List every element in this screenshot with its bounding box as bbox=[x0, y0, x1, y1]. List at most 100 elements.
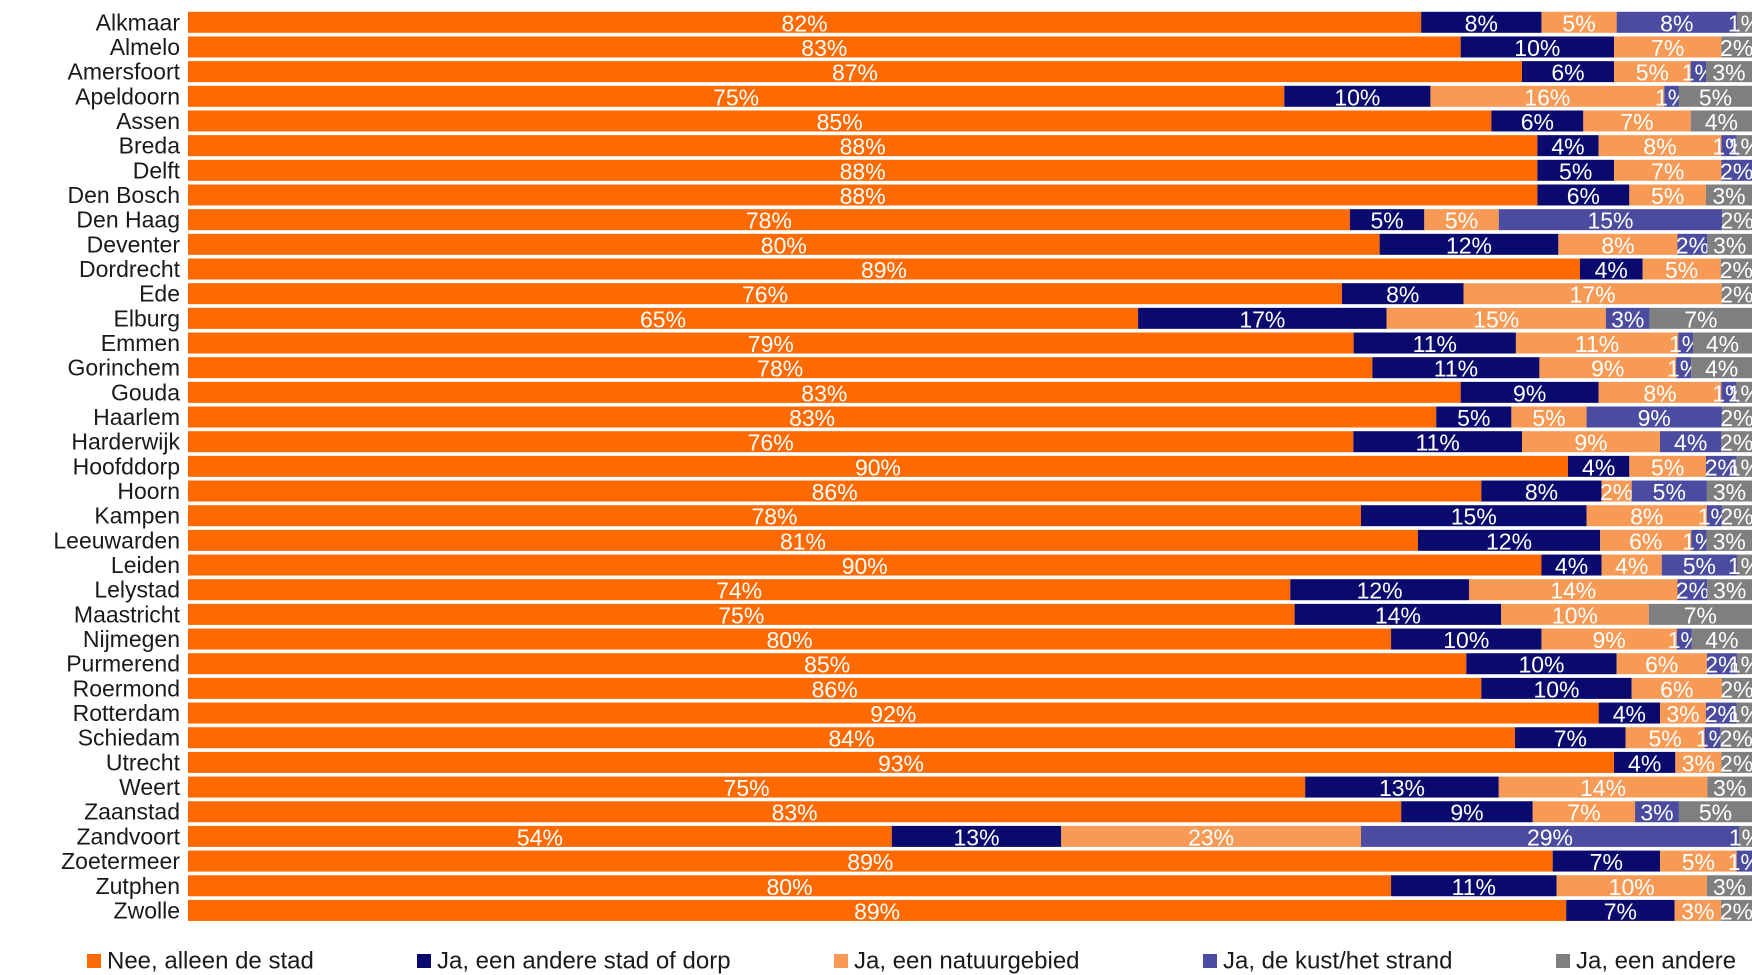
bar-segment bbox=[1616, 653, 1707, 675]
bar-segment bbox=[1736, 455, 1752, 477]
data-label: 8% bbox=[1660, 10, 1693, 36]
category-label: Delft bbox=[133, 157, 181, 183]
category-label: Almelo bbox=[110, 34, 180, 60]
bar-segment bbox=[1284, 85, 1431, 107]
bar-segment bbox=[1463, 283, 1722, 305]
data-label: 10% bbox=[1334, 84, 1380, 110]
bar-segment bbox=[1379, 233, 1559, 255]
bar-segment bbox=[1515, 332, 1679, 354]
bar-segment bbox=[1706, 529, 1752, 551]
bar-segment bbox=[1721, 36, 1752, 58]
bar-segment bbox=[188, 776, 1306, 798]
data-label: 86% bbox=[812, 676, 858, 702]
data-label: 3% bbox=[1681, 898, 1714, 924]
bar-segment bbox=[1690, 110, 1752, 132]
bar-segment bbox=[1515, 727, 1626, 749]
bar-segment bbox=[1660, 850, 1737, 872]
data-label: 6% bbox=[1521, 109, 1554, 135]
data-label: 14% bbox=[1550, 578, 1596, 604]
data-label: 5% bbox=[1636, 60, 1669, 86]
bar-segment bbox=[1498, 209, 1723, 231]
category-label: Leiden bbox=[111, 552, 180, 578]
data-label: 75% bbox=[724, 775, 770, 801]
bar-segment bbox=[1460, 381, 1599, 403]
category-label: Zwolle bbox=[114, 897, 180, 923]
bar-segment bbox=[1625, 727, 1705, 749]
bar-segment bbox=[1353, 332, 1516, 354]
bar-segment bbox=[1501, 603, 1649, 625]
data-label: 1% bbox=[1728, 849, 1752, 875]
data-label: 8% bbox=[1525, 479, 1558, 505]
bar-segment bbox=[1552, 850, 1660, 872]
bar-segment bbox=[1522, 61, 1614, 83]
bar-segment bbox=[1677, 233, 1708, 255]
data-label: 84% bbox=[828, 726, 874, 752]
data-label: 2% bbox=[1705, 652, 1738, 678]
category-label: Ede bbox=[139, 281, 180, 307]
bar-segment bbox=[1539, 357, 1677, 379]
bar-segment bbox=[1676, 357, 1692, 379]
data-label: 2% bbox=[1705, 454, 1738, 480]
bar-segment bbox=[1579, 258, 1643, 280]
legend-swatch bbox=[87, 954, 101, 968]
legend-swatch bbox=[417, 954, 431, 968]
data-label: 2% bbox=[1720, 726, 1752, 752]
bar-segment bbox=[188, 209, 1350, 231]
data-label: 87% bbox=[832, 60, 878, 86]
data-label: 2% bbox=[1720, 430, 1752, 456]
category-label: Elburg bbox=[114, 305, 180, 331]
bar-segment bbox=[1736, 11, 1752, 33]
data-label: 7% bbox=[1604, 898, 1637, 924]
bar-segment bbox=[1691, 529, 1707, 551]
data-label: 5% bbox=[1665, 257, 1698, 283]
bar-segment bbox=[188, 825, 892, 847]
data-label: 75% bbox=[713, 84, 759, 110]
data-label: 6% bbox=[1567, 183, 1600, 209]
data-label: 2% bbox=[1600, 479, 1633, 505]
bar-segment bbox=[1649, 307, 1752, 329]
data-label: 11% bbox=[1434, 356, 1478, 382]
category-label: Zutphen bbox=[96, 873, 180, 899]
data-label: 78% bbox=[757, 356, 803, 382]
bar-segment bbox=[1401, 801, 1533, 823]
bar-segment bbox=[1616, 11, 1737, 33]
data-label: 9% bbox=[1574, 430, 1607, 456]
bar-segment bbox=[188, 529, 1418, 551]
bar-segment bbox=[1660, 431, 1722, 453]
bar-segment bbox=[1436, 406, 1512, 428]
bar-segment bbox=[1721, 677, 1752, 699]
category-label: Rotterdam bbox=[73, 700, 180, 726]
data-label: 2% bbox=[1720, 750, 1752, 776]
data-label: 78% bbox=[751, 504, 797, 530]
data-label: 10% bbox=[1552, 602, 1598, 628]
data-label: 2% bbox=[1676, 232, 1709, 258]
data-label: 80% bbox=[767, 874, 813, 900]
data-label: 90% bbox=[842, 553, 888, 579]
data-label: 7% bbox=[1590, 849, 1623, 875]
bar-segment bbox=[1491, 110, 1584, 132]
data-label: 1% bbox=[1728, 553, 1752, 579]
category-label: Alkmaar bbox=[96, 9, 181, 35]
data-label: 80% bbox=[767, 627, 813, 653]
category-label: Schiedam bbox=[78, 725, 180, 751]
data-label: 1% bbox=[1728, 652, 1752, 678]
bar-segment bbox=[1629, 184, 1706, 206]
bar-segment bbox=[1583, 110, 1691, 132]
bar-segment bbox=[1541, 11, 1617, 33]
data-label: 3% bbox=[1713, 775, 1746, 801]
data-label: 5% bbox=[1653, 479, 1686, 505]
bar-segment bbox=[1511, 406, 1587, 428]
data-label: 12% bbox=[1486, 528, 1532, 554]
category-label: Leeuwarden bbox=[53, 527, 180, 553]
bar-segment bbox=[1614, 61, 1691, 83]
category-label: Kampen bbox=[94, 503, 180, 529]
data-label: 2% bbox=[1720, 898, 1752, 924]
category-label: Den Bosch bbox=[67, 182, 180, 208]
category-label: Zoetermeer bbox=[61, 848, 180, 874]
legend-label: Ja, een andere stad of dorp bbox=[437, 948, 731, 975]
category-label: Harderwijk bbox=[71, 429, 180, 455]
bar-segment bbox=[1598, 135, 1722, 157]
bar-segment bbox=[188, 36, 1461, 58]
data-label: 65% bbox=[640, 306, 686, 332]
data-label: 8% bbox=[1630, 504, 1663, 530]
